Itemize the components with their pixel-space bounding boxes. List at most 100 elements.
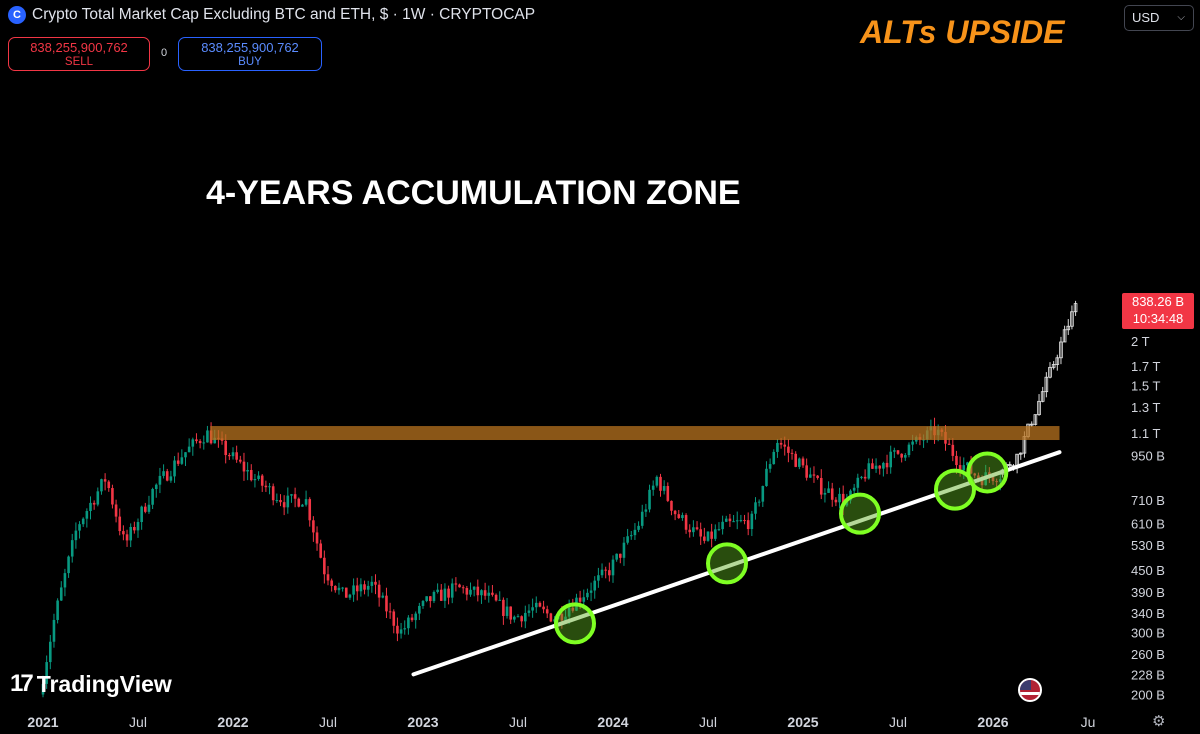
- time-tick-label: 2022: [217, 714, 248, 730]
- touch-circle: [934, 468, 976, 511]
- candle-body: [670, 500, 673, 511]
- price-tick-label: 950 B: [1131, 448, 1165, 463]
- candle-body: [228, 455, 231, 457]
- candle-body: [49, 641, 52, 663]
- candle-body: [487, 592, 491, 596]
- candle-body: [505, 606, 509, 616]
- candle-body: [995, 481, 998, 483]
- candle-body: [768, 464, 772, 469]
- candle-body: [721, 521, 724, 530]
- candle-body: [447, 588, 450, 598]
- candle-body: [885, 462, 889, 468]
- candle-body: [589, 590, 593, 593]
- candle-body: [860, 476, 863, 478]
- candle-body: [809, 474, 812, 478]
- time-axis[interactable]: 2021 Jul 2022 Jul 2023 Jul 2024 Jul 2025 Jul 2026 J…: [27, 714, 1095, 730]
- candle-body: [896, 450, 900, 454]
- tradingview-logo[interactable]: 17 TradingView: [10, 670, 172, 698]
- time-tick-label: 2021: [27, 714, 58, 730]
- candle-body: [798, 458, 801, 467]
- candle-body: [78, 524, 81, 531]
- touch-point-markers: [554, 451, 1009, 645]
- candle-body: [213, 437, 217, 444]
- accumulation-zone-label: 4-YEARS ACCUMULATION ZONE: [206, 174, 741, 212]
- candle-body: [334, 585, 337, 591]
- candle-body: [198, 441, 202, 444]
- projection-candle: [1029, 423, 1034, 426]
- candle-body: [458, 584, 461, 588]
- symbol-header[interactable]: C Crypto Total Market Cap Excluding BTC …: [8, 6, 535, 24]
- projection-candle: [1059, 341, 1063, 359]
- projection-candle: [1055, 357, 1060, 365]
- candle-body: [330, 580, 333, 586]
- candle-body: [352, 585, 355, 595]
- candle-body: [144, 506, 147, 512]
- candle-body: [147, 504, 151, 512]
- touch-circle: [966, 451, 1009, 494]
- candle-body: [63, 573, 67, 588]
- us-flag-icon[interactable]: [1018, 678, 1042, 702]
- candle-body: [355, 585, 359, 592]
- candle-body: [502, 599, 505, 616]
- candle-body: [158, 475, 162, 485]
- buy-button[interactable]: 838,255,900,762 BUY: [178, 37, 322, 71]
- candle-body: [882, 462, 885, 469]
- candle-body: [111, 488, 114, 505]
- support-trendline[interactable]: [411, 450, 1062, 677]
- candle-body: [977, 475, 980, 479]
- candle-body: [231, 452, 235, 457]
- candle-body: [224, 440, 227, 456]
- candle-body: [783, 444, 787, 447]
- candle-body: [260, 475, 264, 486]
- candle-body: [640, 511, 644, 526]
- candle-body: [710, 531, 713, 539]
- candle-body: [136, 522, 140, 531]
- currency-select[interactable]: USD ⌵: [1124, 5, 1194, 31]
- candle-body: [118, 516, 122, 532]
- candle-body: [476, 586, 480, 596]
- sell-button[interactable]: 838,255,900,762 SELL: [8, 37, 150, 71]
- candle-body: [374, 581, 377, 585]
- candle-body: [754, 502, 757, 514]
- candle-body: [750, 513, 754, 530]
- candle-body: [264, 485, 268, 488]
- candle-body: [45, 662, 48, 684]
- candle-body: [666, 486, 670, 501]
- tradingview-mark-icon: 17: [10, 670, 34, 697]
- candle-body: [619, 553, 622, 558]
- candle-body: [655, 476, 659, 486]
- candle-body: [958, 465, 962, 471]
- candle-body: [893, 450, 896, 452]
- candle-body: [728, 518, 732, 522]
- buy-price: 838,255,900,762: [201, 40, 299, 55]
- candle-body: [410, 617, 414, 621]
- candle-body: [151, 489, 154, 505]
- candle-body: [319, 543, 322, 558]
- candle-body: [206, 430, 209, 443]
- candle-body: [549, 613, 553, 622]
- price-tick-label: 200 B: [1131, 688, 1165, 703]
- candle-body: [450, 583, 454, 598]
- price-tick-label: 340 B: [1131, 606, 1165, 621]
- candle-body: [841, 493, 845, 506]
- candle-body: [743, 520, 746, 522]
- tradingview-wordmark: TradingView: [36, 670, 172, 697]
- candle-body: [816, 475, 819, 478]
- price-axis[interactable]: 2 T 1.7 T 1.5 T 1.3 T 1.1 T 950 B 710 B 610 B 53…: [1131, 334, 1165, 702]
- candle-body: [235, 452, 238, 460]
- candle-body: [516, 616, 520, 618]
- candle-body: [681, 515, 684, 519]
- gear-icon[interactable]: ⚙: [1152, 713, 1166, 730]
- projection-candle: [1018, 452, 1023, 455]
- candle-body: [81, 518, 85, 525]
- candle-body: [154, 484, 158, 490]
- symbol-title: Crypto Total Market Cap Excluding BTC an…: [32, 6, 536, 23]
- candle-body: [746, 520, 750, 530]
- candle-body: [439, 589, 443, 601]
- candle-body: [100, 479, 103, 492]
- candle-body: [454, 583, 458, 585]
- last-price-tag: 838.26 B 10:34:48: [1122, 293, 1194, 329]
- price-tick-label: 2 T: [1131, 334, 1150, 349]
- accumulation-zone-band: [210, 426, 1060, 441]
